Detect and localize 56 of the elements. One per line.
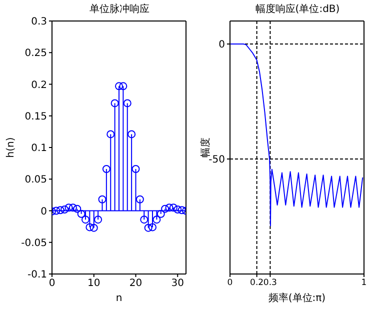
point (102, 165, 110, 174)
x-axis-title: n (116, 293, 122, 304)
chart-title: 幅度响应(单位:dB) (254, 2, 341, 16)
point (60, 205, 69, 214)
x-tick-label: 30 (171, 278, 184, 290)
y-tick-label: -0.1 (27, 270, 47, 281)
point (73, 204, 82, 213)
point (110, 99, 119, 108)
point (178, 206, 186, 214)
point (156, 210, 165, 218)
point (86, 223, 94, 232)
y-axis-title: 幅度 (200, 138, 212, 158)
y-tick-label: 0.3 (31, 16, 47, 28)
chart-title: 单位脉冲响应 (88, 2, 150, 16)
x-tick-label: 0.2 (250, 278, 264, 288)
point (165, 204, 174, 212)
point (77, 210, 86, 218)
point (98, 195, 106, 204)
point (144, 224, 152, 232)
y-tick-label: 0 (40, 206, 47, 218)
y-tick-label: 0.1 (31, 143, 47, 154)
line-series (230, 44, 364, 226)
point (68, 204, 77, 212)
point (119, 82, 128, 90)
y-axis-title: h(n) (6, 137, 17, 158)
point (132, 165, 140, 174)
x-tick-label: 0 (227, 278, 233, 288)
y-tick-label: 0.15 (24, 111, 47, 122)
y-tick-label: 0.2 (31, 80, 47, 91)
point (169, 204, 178, 212)
point (123, 99, 132, 108)
point (152, 216, 161, 224)
point (128, 130, 136, 138)
y-tick-label: -0.05 (21, 238, 47, 249)
point (82, 216, 90, 224)
x-tick-label: 1 (361, 278, 367, 288)
point (94, 216, 102, 224)
x-tick-label: 20 (129, 278, 142, 290)
x-axis-title: 频率(单位:π) (268, 292, 326, 304)
point (106, 130, 115, 138)
point (136, 195, 144, 204)
y-tick-label: 0.25 (24, 48, 47, 60)
point (140, 216, 148, 224)
point (174, 205, 182, 214)
x-tick-label: 0.3 (263, 278, 277, 288)
point (52, 206, 60, 215)
point (64, 204, 73, 212)
y-tick-label: -50 (208, 154, 225, 166)
point (161, 204, 170, 213)
x-tick-label: 0 (48, 278, 56, 290)
y-tick-label: 0.05 (24, 174, 47, 186)
point (115, 82, 123, 90)
point (90, 224, 98, 232)
point (56, 206, 64, 214)
x-tick-label: 10 (88, 278, 100, 290)
point (148, 223, 156, 232)
